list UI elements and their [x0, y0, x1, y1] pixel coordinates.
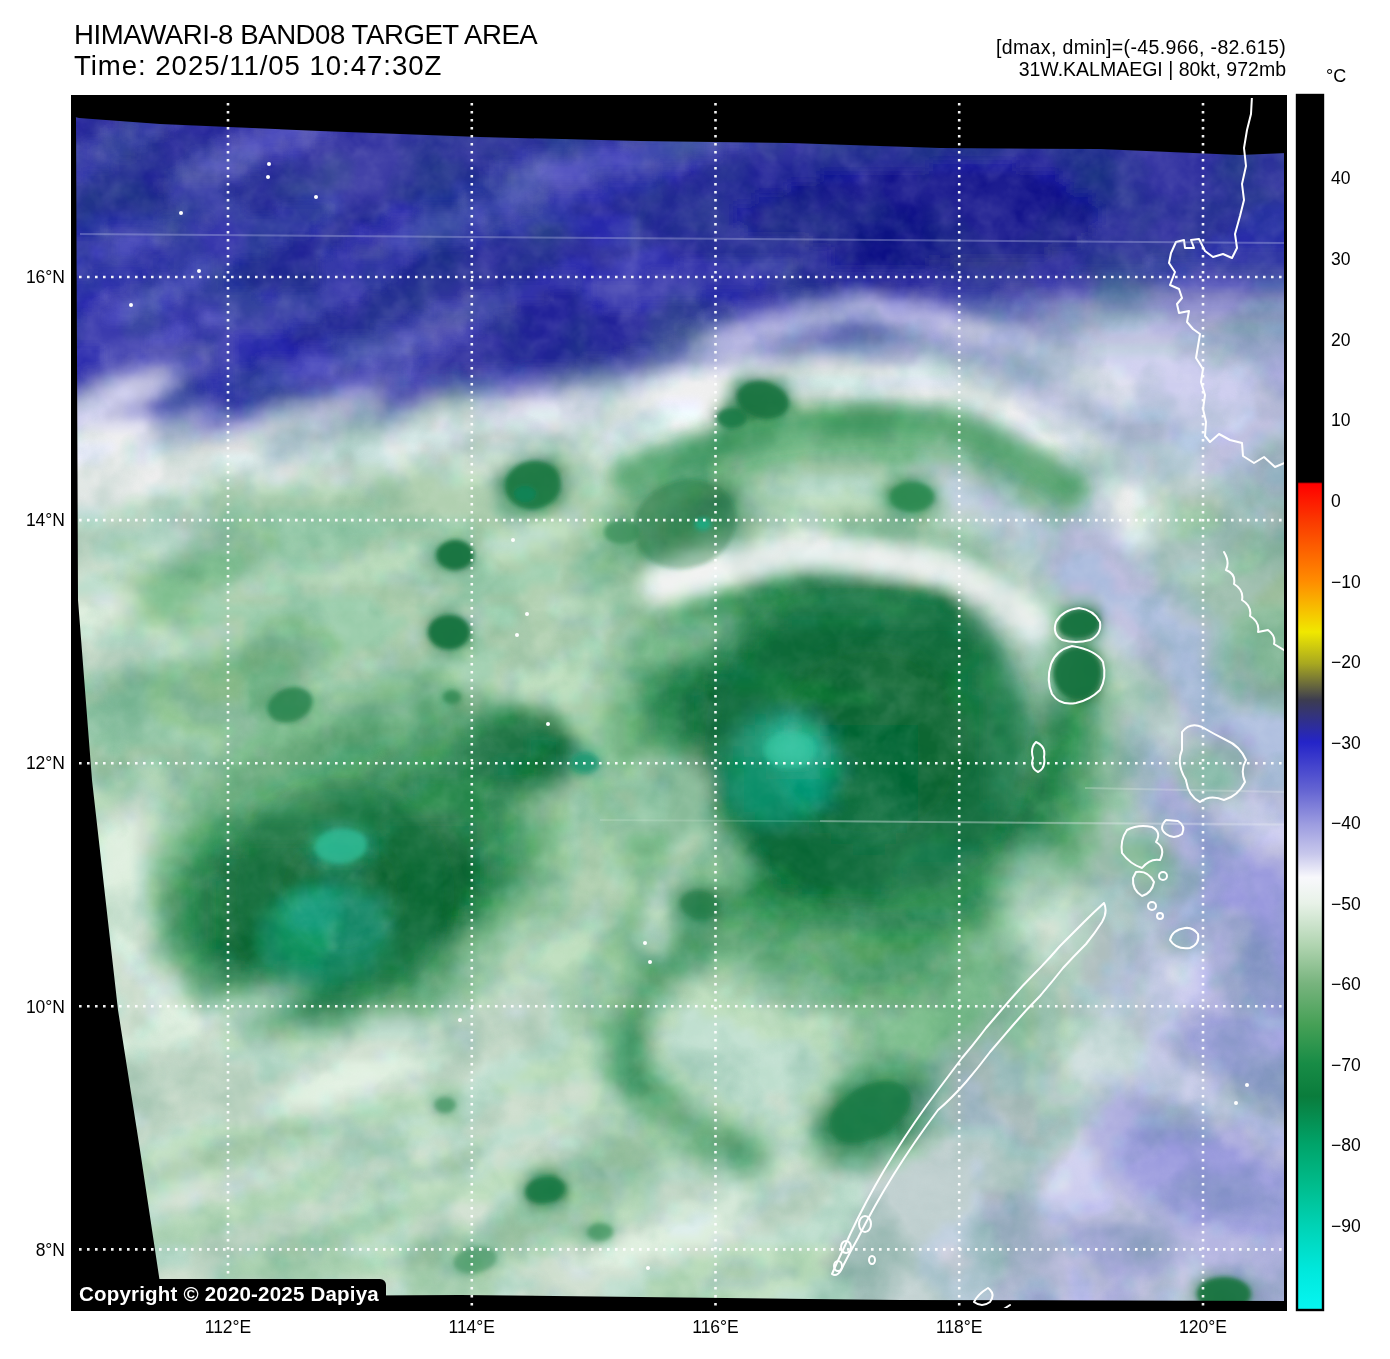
svg-text:114°E: 114°E [448, 1317, 495, 1337]
svg-text:−50: −50 [1331, 894, 1361, 914]
svg-text:−30: −30 [1331, 733, 1361, 753]
svg-text:−90: −90 [1331, 1216, 1361, 1236]
svg-text:31W.KALMAEGI | 80kt, 972mb: 31W.KALMAEGI | 80kt, 972mb [1019, 58, 1287, 80]
svg-text:Time: 2025/11/05 10:47:30Z: Time: 2025/11/05 10:47:30Z [74, 50, 442, 81]
svg-text:[dmax, dmin]=(-45.966, -82.615: [dmax, dmin]=(-45.966, -82.615) [996, 36, 1286, 58]
svg-text:112°E: 112°E [205, 1317, 252, 1337]
svg-text:14°N: 14°N [26, 510, 65, 530]
svg-text:16°N: 16°N [26, 267, 65, 287]
svg-text:116°E: 116°E [692, 1317, 739, 1337]
svg-text:120°E: 120°E [1179, 1317, 1227, 1337]
svg-text:10°N: 10°N [26, 997, 65, 1017]
svg-text:°C: °C [1326, 66, 1346, 86]
svg-text:Copyright © 2020-2025 Dapiya: Copyright © 2020-2025 Dapiya [79, 1282, 379, 1305]
svg-text:−10: −10 [1331, 572, 1361, 592]
svg-text:8°N: 8°N [36, 1240, 65, 1260]
svg-text:118°E: 118°E [936, 1317, 983, 1337]
svg-text:−70: −70 [1331, 1055, 1361, 1075]
svg-text:12°N: 12°N [26, 753, 65, 773]
svg-text:0: 0 [1331, 491, 1341, 511]
svg-text:40: 40 [1331, 168, 1351, 188]
svg-text:−40: −40 [1331, 813, 1361, 833]
svg-text:HIMAWARI-8 BAND08 TARGET AREA: HIMAWARI-8 BAND08 TARGET AREA [74, 19, 538, 50]
svg-text:−60: −60 [1331, 974, 1361, 994]
svg-text:20: 20 [1331, 330, 1351, 350]
svg-text:−20: −20 [1331, 652, 1361, 672]
svg-text:30: 30 [1331, 249, 1351, 269]
svg-text:−80: −80 [1331, 1135, 1361, 1155]
svg-text:10: 10 [1331, 410, 1351, 430]
